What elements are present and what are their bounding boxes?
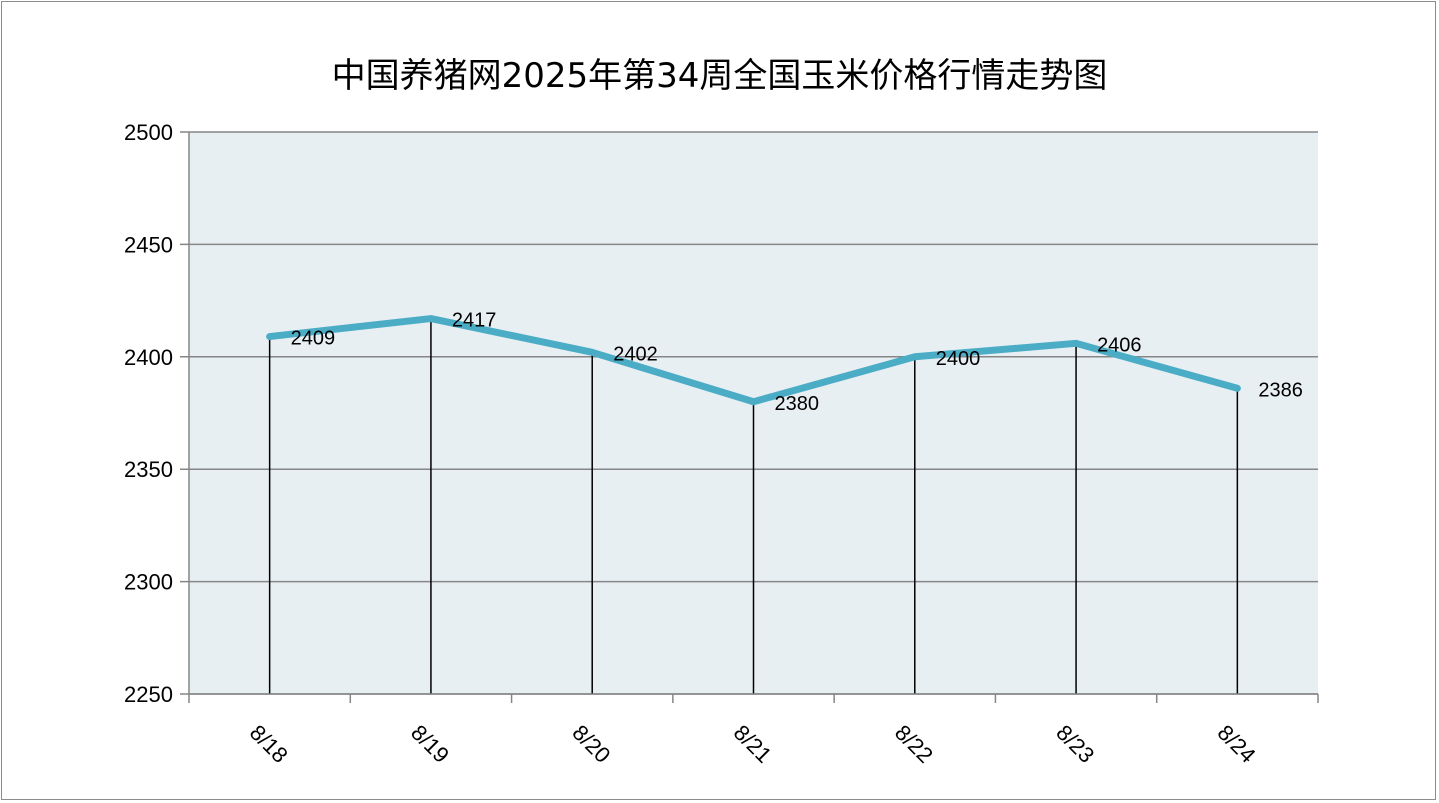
data-label: 2409 [291,328,336,350]
y-axis-ticks: 2250 2300 2350 2400 2450 2500 [124,120,173,707]
x-tick-label: 8/23 [1051,720,1099,768]
data-label: 2417 [452,310,497,332]
x-tick-label: 8/21 [729,720,777,768]
x-axis-ticks: 8/18 8/19 8/20 8/21 8/22 8/23 8/24 [245,720,1261,768]
y-tick-label: 2250 [124,682,173,707]
x-tick-label: 8/20 [567,720,615,768]
x-tick-label: 8/18 [245,720,293,768]
x-tick-label: 8/22 [890,720,938,768]
y-tick-label: 2350 [124,457,173,482]
data-label: 2380 [775,393,820,415]
drop-lines [268,318,1239,694]
x-tick-label: 8/19 [406,720,454,768]
x-tick-label: 8/24 [1213,720,1261,768]
series-line [266,315,1241,406]
data-label: 2386 [1258,379,1303,401]
data-label: 2400 [936,348,981,370]
data-labels: 2409 2417 2402 2380 2400 2406 2386 [291,310,1303,415]
y-tick-label: 2400 [124,345,173,370]
data-label: 2402 [613,343,658,365]
axes [188,132,1319,703]
y-tick-label: 2300 [124,570,173,595]
y-tick-label: 2450 [124,232,173,257]
chart-title: 中国养猪网2025年第34周全国玉米价格行情走势图 [331,56,1108,96]
y-tick-label: 2500 [124,120,173,145]
series-group [266,315,1241,406]
data-label: 2406 [1097,334,1142,356]
